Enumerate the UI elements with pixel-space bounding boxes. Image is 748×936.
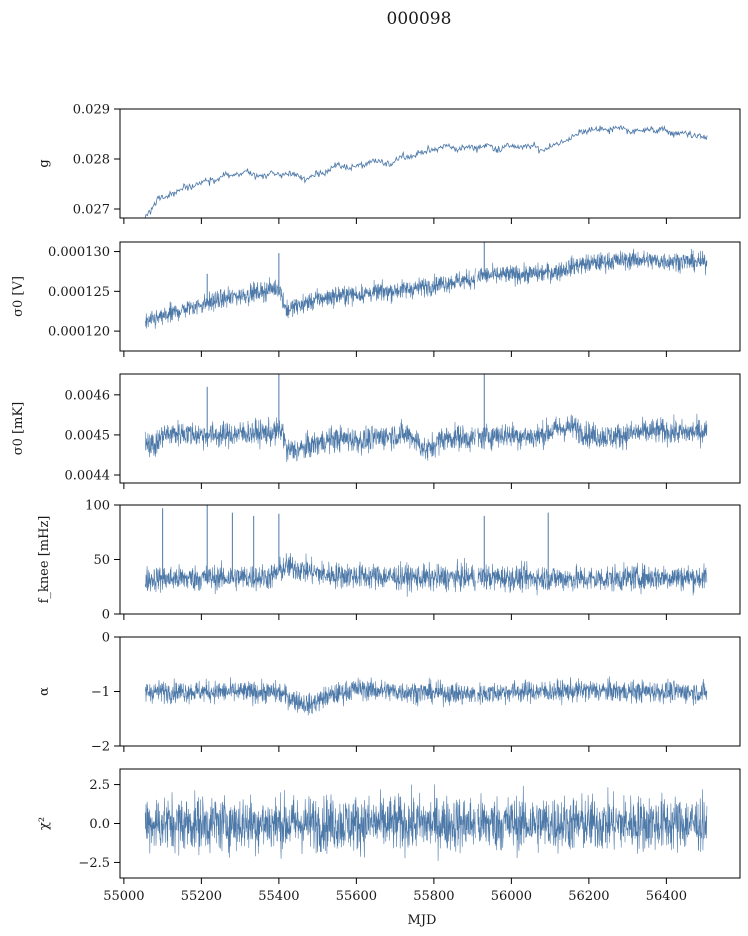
y-axis-label: σ0 [mK]: [11, 402, 26, 455]
x-tick-label: 55200: [181, 889, 222, 904]
y-tick-label: 2.5: [89, 778, 110, 793]
y-tick-label: 0.0044: [65, 468, 111, 483]
series-line: [144, 784, 708, 861]
panel-3: 0.0044 0.0045 0.0046 σ0 [mK]: [11, 373, 741, 489]
y-tick-label: 0: [102, 608, 110, 623]
y-tick-label: 0: [102, 631, 110, 646]
series-line: [145, 248, 708, 329]
y-axis-label: g: [37, 159, 52, 167]
y-tick-label: 100: [85, 499, 110, 514]
x-tick-label: 56200: [568, 889, 609, 904]
x-tick-label: 56400: [646, 889, 687, 904]
y-tick-label: 0.029: [73, 103, 110, 118]
series-line: [144, 124, 708, 218]
y-tick-label: 0.000120: [48, 325, 110, 340]
panels: 0.027 0.028 0.029 g 0.000120 0.000125 0.000130…: [11, 103, 741, 904]
y-tick-label: 0.000125: [48, 285, 110, 300]
y-tick-label: −1: [91, 685, 110, 700]
series-line: [144, 552, 708, 597]
y-axis-label: χ²: [37, 817, 52, 830]
y-tick-label: 0.0045: [65, 428, 111, 443]
series-line: [144, 413, 708, 463]
y-axis-label: α: [37, 687, 52, 696]
panel-5: −2 −1 0 α: [37, 631, 741, 755]
x-axis-label: MJD: [408, 913, 437, 928]
x-tick-label: 55000: [103, 889, 144, 904]
y-axis-label: f_knee [mHz]: [37, 516, 52, 604]
y-tick-label: 0.027: [73, 203, 110, 218]
x-tick-label: 55600: [336, 889, 377, 904]
panel-1: 0.027 0.028 0.029 g: [37, 103, 741, 224]
panel-4: 0 50 100 f_knee [mHz]: [37, 499, 741, 623]
panel-6: −2.5 0.0 2.5 55000 55200 55400 55600 55800 56000…: [37, 768, 741, 904]
axes-frame: [119, 108, 741, 219]
axes-frame: [119, 241, 741, 352]
x-tick-label: 56000: [491, 889, 532, 904]
y-tick-label: 0.0: [89, 817, 110, 832]
y-tick-label: −2.5: [78, 856, 110, 871]
y-tick-label: 0.000130: [48, 245, 110, 260]
y-tick-label: −2: [91, 740, 110, 755]
y-tick-label: 50: [93, 553, 110, 568]
y-tick-label: 0.0046: [65, 388, 111, 403]
x-tick-label: 55800: [413, 889, 454, 904]
y-axis-label: σ0 [V]: [11, 276, 26, 317]
y-tick-label: 0.028: [73, 153, 110, 168]
axes-frame: [119, 504, 741, 615]
figure-title: 000098: [387, 9, 452, 29]
axes-frame: [119, 373, 741, 484]
x-tick-label: 55400: [258, 889, 299, 904]
series-line: [144, 676, 708, 716]
panel-2: 0.000120 0.000125 0.000130 σ0 [V]: [11, 241, 741, 357]
